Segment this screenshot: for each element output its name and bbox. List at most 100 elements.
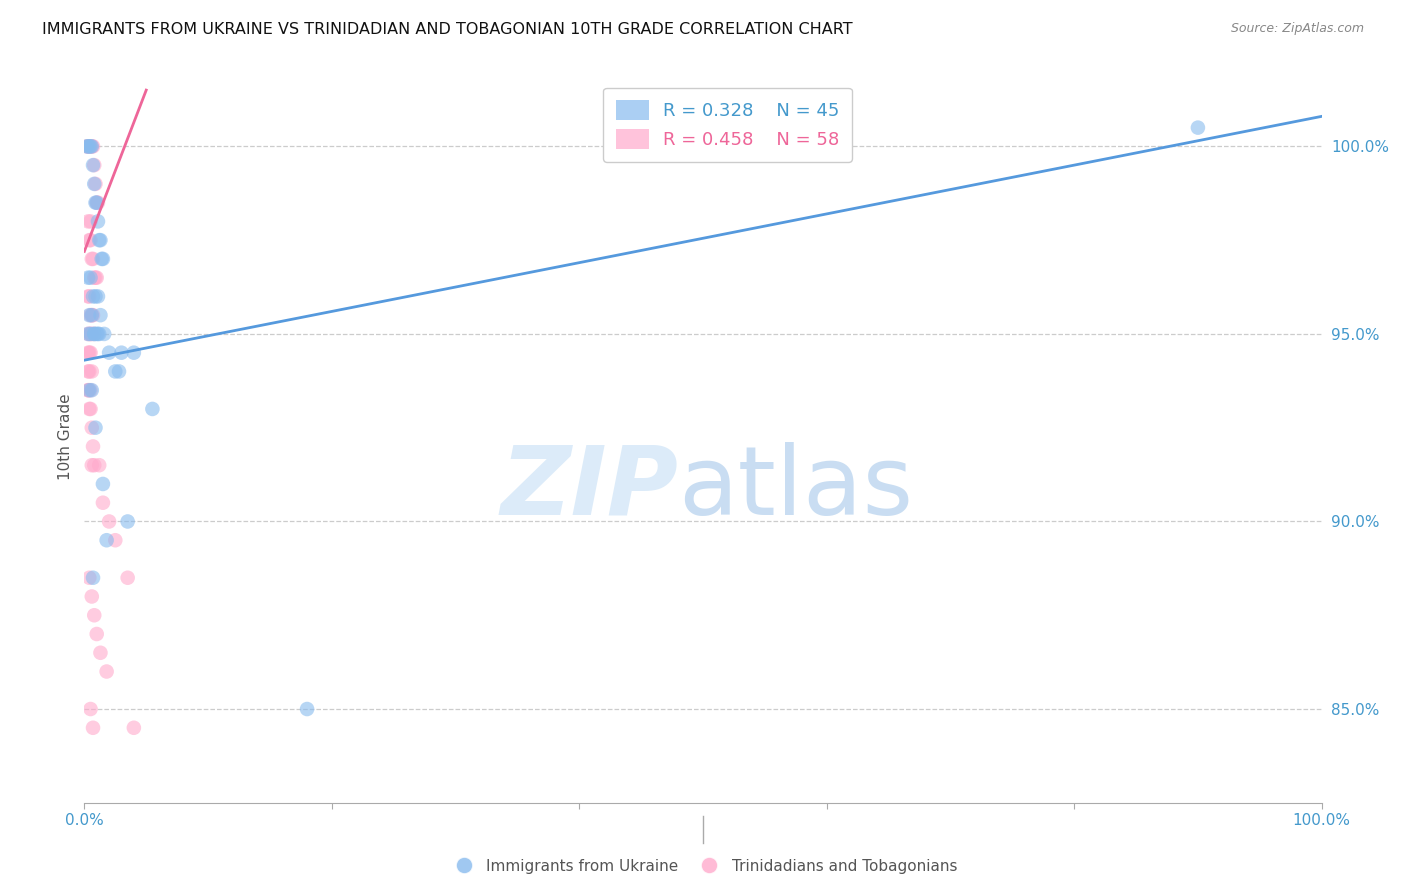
Point	[89, 326, 111, 341]
Point	[86, 270, 108, 285]
Point	[77, 139, 100, 153]
Point	[79, 233, 101, 247]
Point	[122, 345, 145, 359]
Point	[80, 252, 103, 266]
Point	[77, 139, 100, 153]
Point	[76, 139, 98, 153]
Point	[80, 139, 103, 153]
Point	[79, 139, 101, 153]
Point	[89, 458, 111, 473]
Point	[82, 158, 104, 172]
Point	[76, 139, 98, 153]
Point	[82, 440, 104, 454]
Point	[80, 590, 103, 604]
Point	[84, 420, 107, 434]
Point	[79, 326, 101, 341]
Point	[117, 571, 139, 585]
Point	[77, 289, 100, 303]
Point	[79, 364, 101, 378]
Point	[104, 364, 127, 378]
Point	[84, 195, 107, 210]
Point	[87, 214, 110, 228]
Legend: R = 0.328    N = 45, R = 0.458    N = 58: R = 0.328 N = 45, R = 0.458 N = 58	[603, 87, 852, 161]
Point	[89, 646, 111, 660]
Point	[96, 665, 118, 679]
Point	[79, 326, 101, 341]
Point	[83, 458, 105, 473]
Point	[79, 139, 101, 153]
Point	[96, 533, 118, 548]
Point	[79, 571, 101, 585]
Point	[98, 345, 121, 359]
Point	[91, 477, 114, 491]
Point	[79, 345, 101, 359]
Point	[90, 252, 112, 266]
Point	[79, 383, 101, 397]
Point	[87, 289, 110, 303]
Point	[84, 270, 107, 285]
Point	[89, 308, 111, 322]
Point	[80, 420, 103, 434]
Point	[77, 383, 100, 397]
Point	[87, 326, 110, 341]
Point	[77, 270, 100, 285]
Point	[83, 326, 105, 341]
Point	[79, 308, 101, 322]
Point	[77, 326, 100, 341]
Point	[79, 139, 101, 153]
Point	[79, 214, 101, 228]
Point	[79, 345, 101, 359]
Point	[84, 289, 107, 303]
Point	[117, 515, 139, 529]
Point	[93, 326, 115, 341]
Point	[86, 627, 108, 641]
Legend: Immigrants from Ukraine, Trinidadians and Tobagonians: Immigrants from Ukraine, Trinidadians an…	[441, 853, 965, 880]
Point	[89, 233, 111, 247]
Text: IMMIGRANTS FROM UKRAINE VS TRINIDADIAN AND TOBAGONIAN 10TH GRADE CORRELATION CHA: IMMIGRANTS FROM UKRAINE VS TRINIDADIAN A…	[42, 22, 853, 37]
Point	[80, 308, 103, 322]
Point	[83, 158, 105, 172]
Point	[295, 702, 318, 716]
Text: Source: ZipAtlas.com: Source: ZipAtlas.com	[1230, 22, 1364, 36]
Point	[82, 289, 104, 303]
Point	[83, 608, 105, 623]
Point	[79, 383, 101, 397]
Point	[82, 252, 104, 266]
Text: atlas: atlas	[678, 442, 914, 535]
Point	[82, 139, 104, 153]
Point	[91, 252, 114, 266]
Point	[79, 326, 101, 341]
Point	[79, 270, 101, 285]
Point	[122, 721, 145, 735]
Point	[89, 233, 111, 247]
Point	[83, 177, 105, 191]
Point	[108, 364, 131, 378]
Point	[87, 195, 110, 210]
Point	[79, 233, 101, 247]
Point	[110, 345, 132, 359]
Point	[79, 308, 101, 322]
Point	[82, 308, 104, 322]
Point	[79, 401, 101, 416]
Point	[79, 702, 101, 716]
Y-axis label: 10th Grade: 10th Grade	[58, 393, 73, 481]
Point	[86, 326, 108, 341]
Point	[77, 326, 100, 341]
Point	[80, 326, 103, 341]
Point	[1187, 120, 1209, 135]
Point	[79, 139, 101, 153]
Point	[80, 458, 103, 473]
Point	[86, 195, 108, 210]
Point	[79, 289, 101, 303]
Point	[80, 364, 103, 378]
Point	[77, 364, 100, 378]
Point	[98, 515, 121, 529]
Point	[83, 326, 105, 341]
Point	[80, 308, 103, 322]
Point	[104, 533, 127, 548]
Point	[80, 383, 103, 397]
Point	[83, 270, 105, 285]
Point	[82, 571, 104, 585]
Point	[84, 177, 107, 191]
Point	[77, 383, 100, 397]
